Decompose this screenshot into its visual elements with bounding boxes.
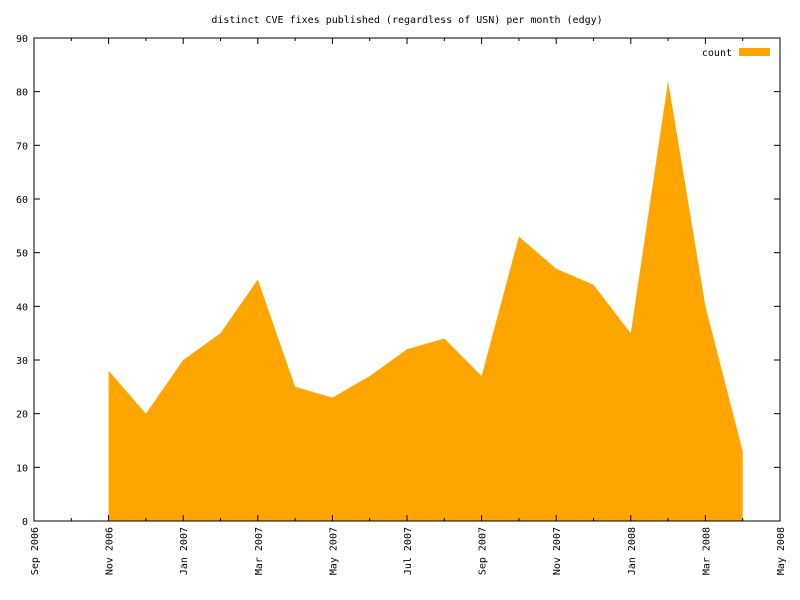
x-tick-label: Sep 2006: [30, 527, 41, 575]
y-tick-label: 90: [16, 34, 28, 45]
y-tick-label: 0: [22, 517, 28, 528]
x-tick-label: Mar 2007: [254, 527, 265, 575]
chart-title: distinct CVE fixes published (regardless…: [211, 15, 602, 26]
y-tick-label: 50: [16, 249, 28, 260]
y-tick-label: 20: [16, 410, 28, 421]
y-tick-label: 80: [16, 88, 28, 99]
x-tick-label: May 2007: [328, 527, 339, 575]
x-tick-label: May 2008: [776, 527, 787, 575]
x-tick-label: Nov 2007: [552, 527, 563, 575]
x-tick-label: Sep 2007: [478, 527, 489, 575]
legend-label-count: count: [702, 48, 732, 59]
y-tick-label: 30: [16, 356, 28, 367]
y-tick-label: 60: [16, 195, 28, 206]
x-tick-label: Nov 2006: [105, 527, 116, 575]
y-tick-label: 10: [16, 463, 28, 474]
x-tick-label: Mar 2008: [701, 527, 712, 575]
series-area-count: [108, 80, 743, 522]
legend-swatch-count: [739, 48, 770, 56]
y-tick-label: 70: [16, 141, 28, 152]
x-tick-label: Jan 2007: [179, 527, 190, 575]
x-tick-label: Jul 2007: [403, 527, 414, 575]
x-tick-label: Jan 2008: [627, 527, 638, 575]
y-tick-label: 40: [16, 302, 28, 313]
legend: count: [702, 48, 770, 59]
